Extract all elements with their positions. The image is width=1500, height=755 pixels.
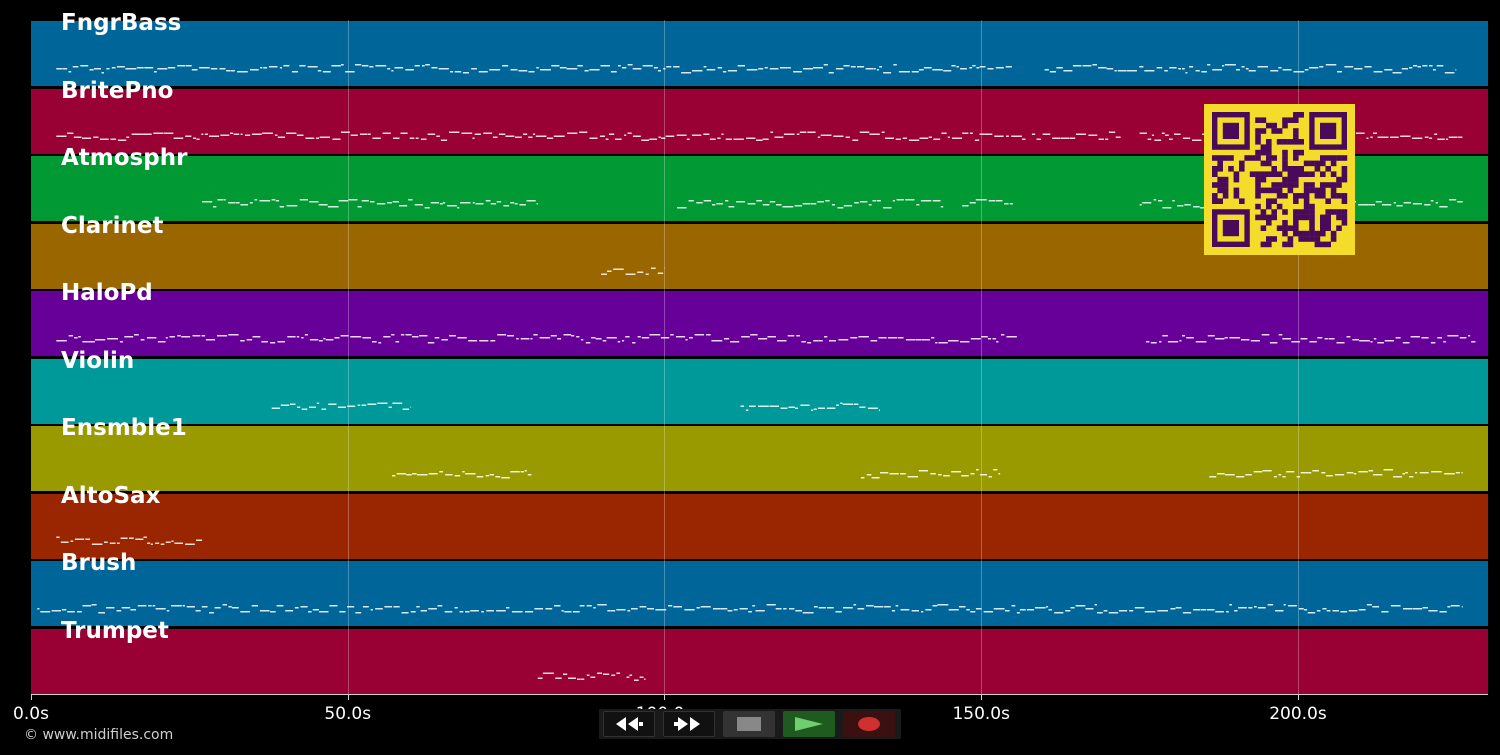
axis-tick [1297,694,1299,700]
rewind-icon [616,717,643,731]
note-cluster [962,199,1013,207]
stop-button[interactable] [723,711,775,737]
note-cluster [1145,334,1476,344]
note-cluster [537,672,621,680]
note-cluster [56,334,1020,344]
note-cluster [37,604,1463,614]
track-lane-brush: Brush [31,550,1488,626]
track-lane-ensmble1: Ensmble1 [31,415,1488,491]
fast-forward-icon [674,717,700,731]
note-cluster [626,674,646,681]
play-button[interactable] [783,711,835,737]
gridline [981,20,983,695]
tick-label: 0.0s [13,704,49,724]
track-lane-violin: Violin [31,348,1488,424]
track-lane-altosax: AltoSax [31,483,1488,559]
record-icon [858,717,880,731]
track-lane-halopd: HaloPd [31,280,1488,356]
note-cluster [1031,131,1121,140]
play-icon [795,717,823,731]
tick-label: 50.0s [324,704,372,724]
tick-label: 150.0s [952,704,1010,724]
time-axis-line [31,694,1488,695]
copyright-notice: © www.midifiles.com [24,727,174,743]
note-cluster [601,267,665,275]
rewind-button[interactable] [603,711,655,737]
note-cluster [740,402,880,411]
gridline [664,20,666,695]
gridline [1297,20,1299,695]
track-label: Ensmble1 [61,415,187,441]
note-cluster [271,402,412,410]
track-lane-fngrbass: FngrBass [31,10,1488,86]
note-cluster [1044,64,1457,74]
record-button[interactable] [843,711,895,737]
track-label: HaloPd [61,280,153,306]
note-cluster [56,64,1012,74]
axis-tick [664,694,666,700]
note-cluster [1209,469,1463,478]
note-cluster [56,131,1026,141]
axis-tick [981,694,983,700]
track-label: AltoSax [61,482,161,509]
qr-code [1204,104,1355,255]
gridline [347,20,349,695]
fast-forward-button[interactable] [663,711,715,737]
tick-label: 200.0s [1269,704,1327,724]
track-lane-trumpet: Trumpet [31,618,1488,694]
note-cluster [860,469,1001,479]
transport-bar [599,709,901,739]
note-cluster [392,470,532,479]
track-label: BritePno [61,77,174,104]
track-label: Trumpet [61,617,169,644]
stop-icon [737,717,761,731]
note-cluster [56,536,203,545]
axis-tick [347,694,349,700]
note-cluster [202,199,538,209]
track-label: Atmosphr [61,145,188,171]
axis-tick [31,694,32,700]
track-label: Brush [61,550,137,576]
track-label: Violin [61,347,135,374]
track-label: FngrBass [61,10,182,36]
note-cluster [677,199,944,209]
track-label: Clarinet [61,212,164,239]
